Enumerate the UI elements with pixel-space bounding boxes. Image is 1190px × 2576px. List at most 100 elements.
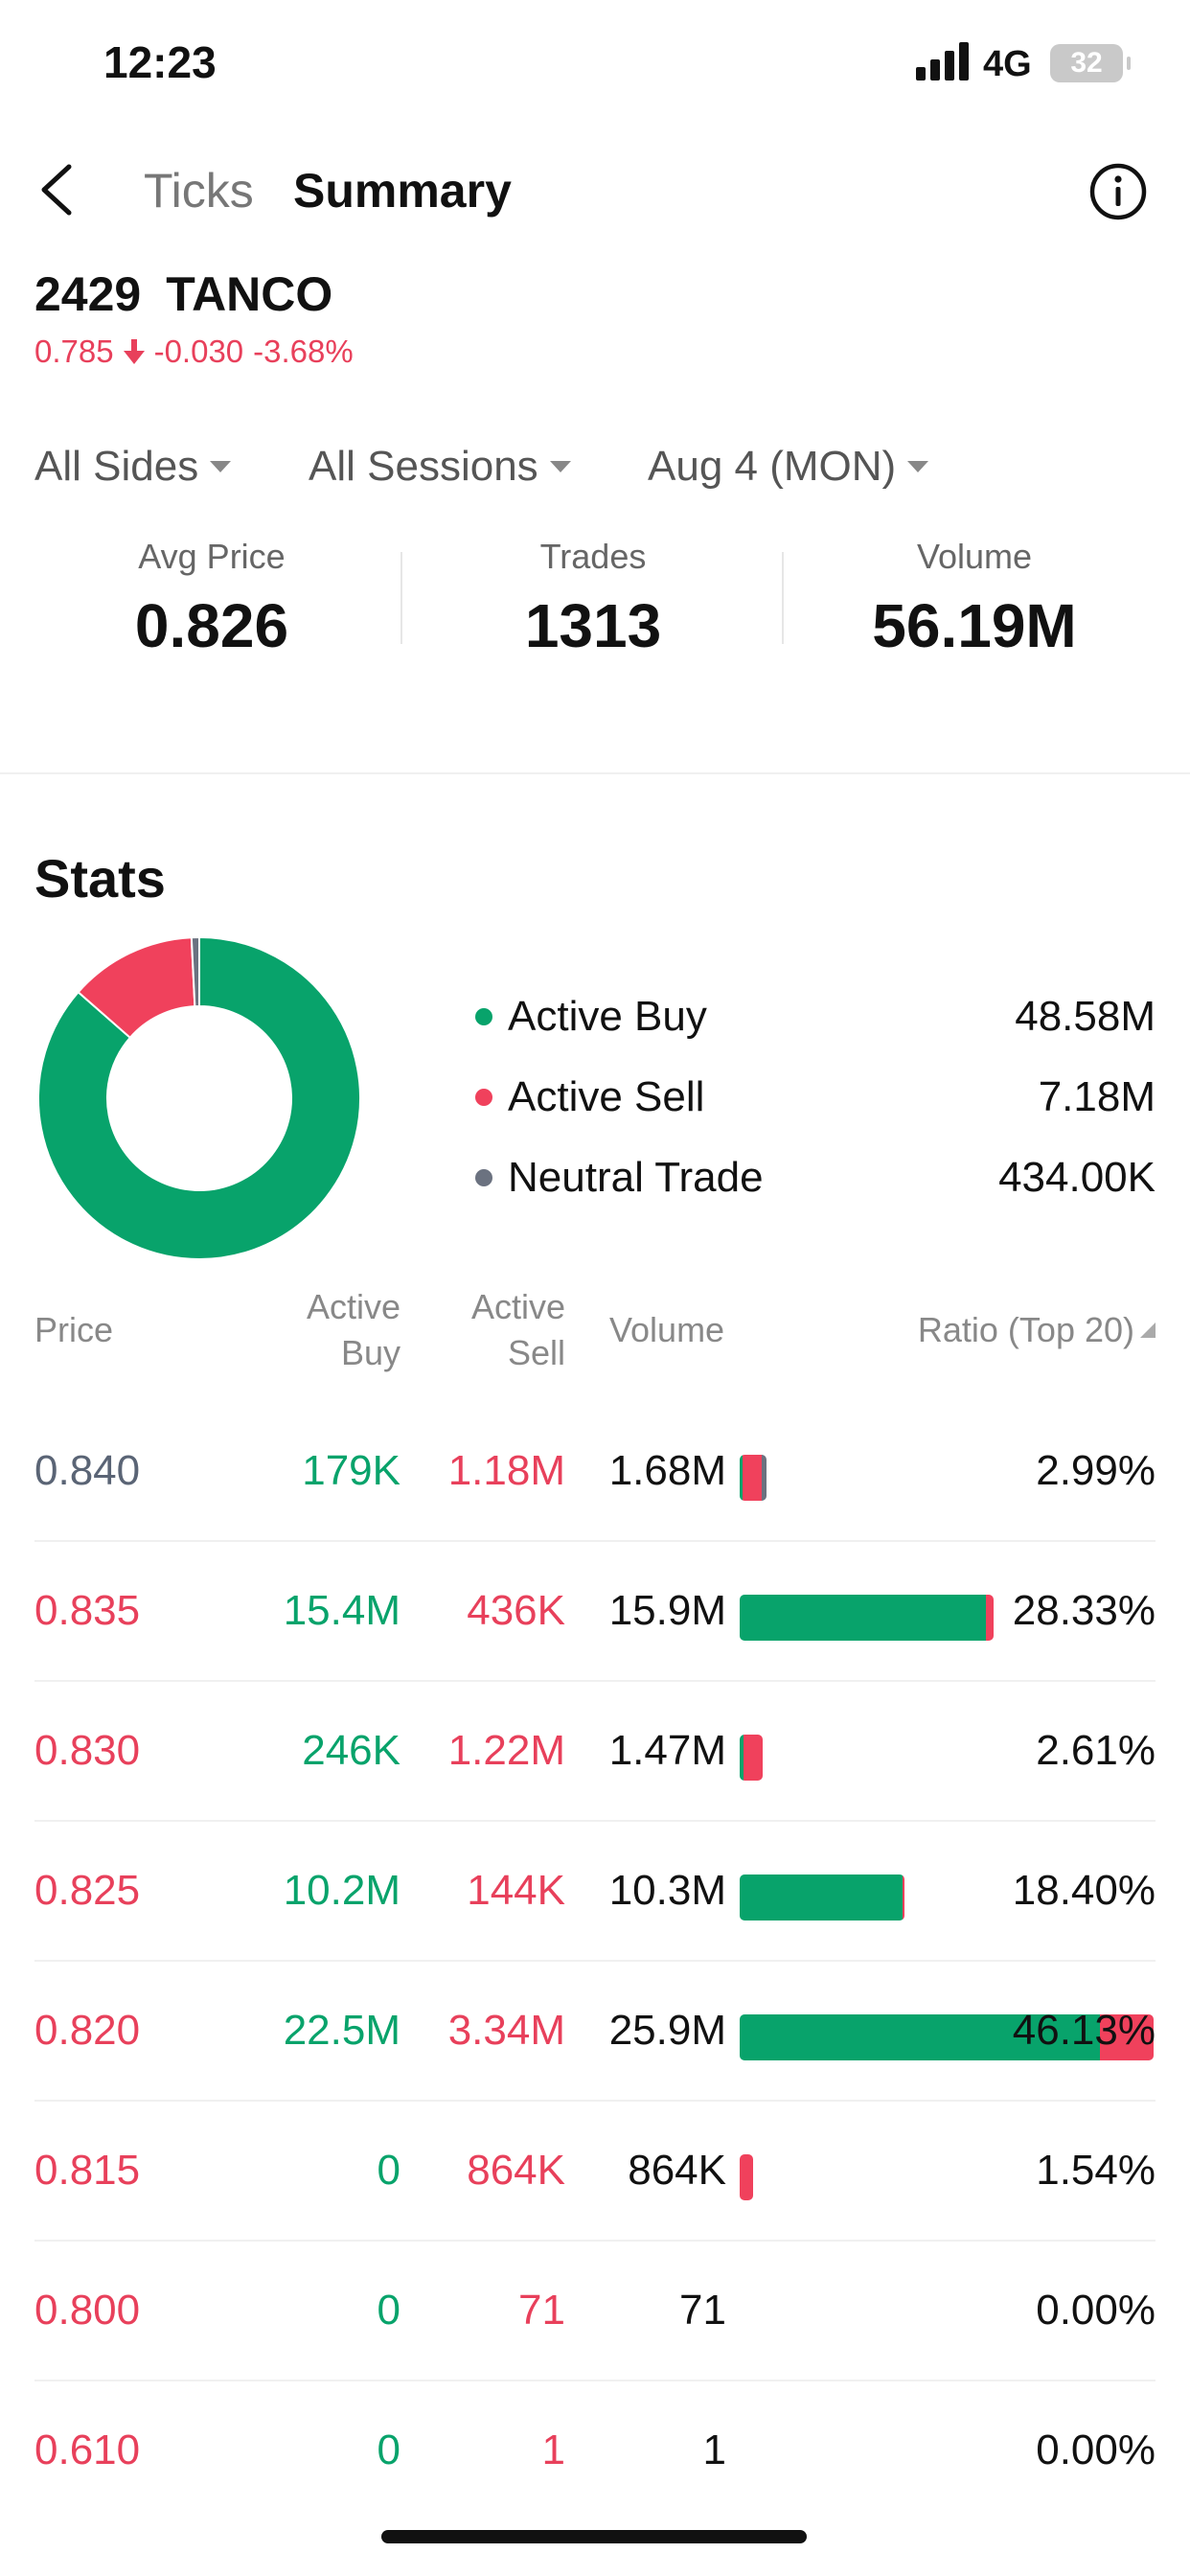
metric-value: 1313 [524, 591, 662, 660]
price-change-pct: -3.68% [253, 334, 354, 369]
stock-title: 2429 TANCO [34, 266, 332, 322]
back-button[interactable] [31, 159, 88, 220]
cellular-signal-icon [916, 42, 970, 80]
col-header-ratio-label: Ratio (Top 20) [917, 1310, 1134, 1349]
filter-sessions[interactable]: All Sessions [309, 443, 571, 491]
ratio-bar-buy [740, 1735, 744, 1781]
ratio-bar-buy [740, 2014, 1100, 2060]
volume-donut-chart [37, 935, 361, 1260]
active-buy-cell: 0 [377, 2287, 400, 2334]
table-row[interactable]: 0.820 22.5M 3.34M 25.9M 46.13% [0, 1961, 1190, 2101]
last-price: 0.785 [34, 334, 114, 369]
filter-sessions-label: All Sessions [309, 443, 538, 490]
active-sell-cell: 864K [467, 2147, 565, 2194]
active-buy-cell: 10.2M [283, 1867, 400, 1914]
battery-icon: 32 [1050, 44, 1131, 82]
col-header-active-buy[interactable]: Active Buy [307, 1284, 400, 1376]
filter-date-label: Aug 4 (MON) [648, 443, 897, 490]
volume-cell: 864K [628, 2147, 726, 2194]
ratio-bar-sell [743, 1455, 762, 1501]
row-divider [34, 2100, 1156, 2102]
legend-dot [475, 1089, 492, 1106]
table-row[interactable]: 0.830 246K 1.22M 1.47M 2.61% [0, 1681, 1190, 1821]
legend-label: Active Buy [508, 993, 707, 1040]
table-row[interactable]: 0.800 0 71 71 0.00% [0, 2241, 1190, 2380]
ratio-bar [740, 1455, 767, 1501]
legend-value: 434.00K [998, 1154, 1156, 1201]
ratio-cell: 0.00% [1036, 2287, 1156, 2334]
price-cell: 0.820 [34, 2007, 141, 2054]
active-sell-cell: 71 [518, 2287, 565, 2334]
row-divider [34, 1540, 1156, 1542]
active-buy-cell: 246K [302, 1727, 400, 1774]
price-change: -0.030 [153, 334, 244, 369]
col-header-line: Sell [507, 1333, 565, 1372]
volume-cell: 15.9M [608, 1587, 726, 1634]
active-buy-cell: 22.5M [283, 2007, 400, 2054]
caret-down-icon [907, 461, 929, 472]
col-header-line: Active [470, 1287, 565, 1326]
donut-slice-neutral-trade [190, 935, 200, 1008]
table-row[interactable]: 0.610 0 1 1 0.00% [0, 2380, 1190, 2520]
info-button[interactable] [1087, 161, 1149, 222]
filter-sides-label: All Sides [34, 443, 199, 490]
info-circle-icon [1089, 163, 1147, 220]
ratio-bar-sell [1099, 2014, 1154, 2060]
ratio-bar-sell [740, 2154, 753, 2200]
ratio-bar-buy [740, 1874, 904, 1920]
filter-date[interactable]: Aug 4 (MON) [648, 443, 929, 491]
legend-dot [475, 1169, 492, 1186]
price-cell: 0.610 [34, 2426, 141, 2473]
tab-summary[interactable]: Summary [293, 164, 512, 218]
table-row[interactable]: 0.815 0 864K 864K 1.54% [0, 2101, 1190, 2241]
volume-cell: 1.68M [608, 1447, 726, 1494]
ratio-cell: 1.54% [1036, 2147, 1156, 2194]
network-type: 4G [983, 44, 1032, 84]
active-sell-cell: 436K [467, 1587, 565, 1634]
col-header-price: Price [34, 1310, 114, 1349]
ratio-bar-neutral [761, 1455, 767, 1501]
active-sell-cell: 1.18M [447, 1447, 565, 1494]
volume-cell: 10.3M [608, 1867, 726, 1914]
price-cell: 0.800 [34, 2287, 141, 2334]
ratio-bar [740, 2014, 1154, 2060]
row-divider [34, 2240, 1156, 2242]
active-buy-cell: 15.4M [283, 1587, 400, 1634]
status-time: 12:23 [103, 37, 217, 87]
price-cell: 0.830 [34, 1727, 141, 1774]
ratio-bar [740, 1735, 763, 1781]
filter-sides[interactable]: All Sides [34, 443, 232, 491]
col-header-active-sell[interactable]: Active Sell [471, 1284, 565, 1376]
active-sell-cell: 1 [541, 2426, 565, 2473]
metric-volume: Volume 56.19M [784, 537, 1165, 661]
ratio-cell: 0.00% [1036, 2426, 1156, 2473]
tab-ticks[interactable]: Ticks [144, 164, 254, 218]
legend-label: Neutral Trade [508, 1154, 764, 1201]
volume-cell: 1.47M [608, 1727, 726, 1774]
volume-cell: 71 [679, 2287, 726, 2334]
active-buy-cell: 0 [377, 2426, 400, 2473]
col-header-volume: Volume [609, 1310, 725, 1349]
col-header-line: Buy [340, 1333, 400, 1372]
col-header-ratio[interactable]: Ratio (Top 20) [918, 1307, 1156, 1353]
volume-cell: 1 [702, 2426, 726, 2473]
price-cell: 0.815 [34, 2147, 141, 2194]
price-cell: 0.835 [34, 1587, 141, 1634]
table-row[interactable]: 0.825 10.2M 144K 10.3M 18.40% [0, 1821, 1190, 1961]
ratio-bar-sell [903, 1874, 904, 1920]
metric-label: Trades [539, 537, 647, 576]
price-cell: 0.825 [34, 1867, 141, 1914]
ratio-bar-sell [744, 1735, 763, 1781]
status-bar: 12:23 4G 32 [0, 0, 1190, 129]
metric-trades: Trades 1313 [402, 537, 784, 661]
legend-neutral-trade: Neutral Trade 434.00K [475, 1154, 1156, 1202]
active-buy-cell: 0 [377, 2147, 400, 2194]
home-indicator[interactable] [381, 2530, 807, 2543]
ratio-bar-buy [740, 1455, 744, 1501]
table-row[interactable]: 0.840 179K 1.18M 1.68M 2.99% [0, 1401, 1190, 1541]
table-row[interactable]: 0.835 15.4M 436K 15.9M 28.33% [0, 1541, 1190, 1681]
metric-value: 56.19M [872, 591, 1077, 660]
row-divider [34, 1680, 1156, 1682]
stats-title: Stats [34, 848, 166, 908]
